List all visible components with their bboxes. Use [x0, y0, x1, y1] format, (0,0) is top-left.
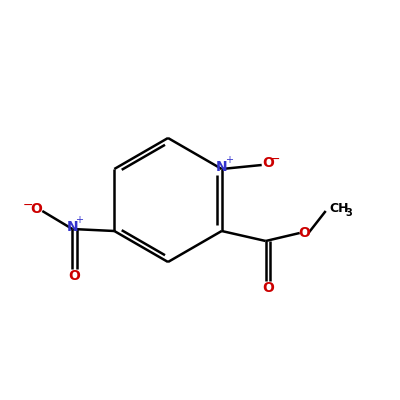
Text: N: N: [216, 160, 228, 174]
Text: CH: CH: [330, 202, 349, 216]
Text: −: −: [23, 198, 33, 212]
Text: O: O: [298, 226, 310, 240]
Text: +: +: [76, 215, 84, 225]
Text: O: O: [262, 281, 274, 295]
Text: O: O: [30, 202, 42, 216]
Text: −: −: [270, 152, 280, 166]
Text: N: N: [66, 220, 78, 234]
Text: +: +: [225, 155, 233, 165]
Text: 3: 3: [345, 208, 352, 218]
Text: O: O: [68, 269, 80, 283]
Text: O: O: [262, 156, 274, 170]
